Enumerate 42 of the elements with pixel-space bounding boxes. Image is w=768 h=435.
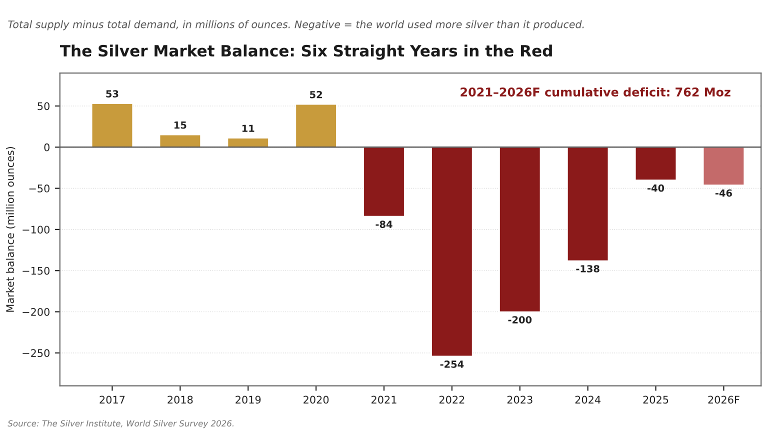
data-label: 15 [174, 122, 186, 129]
data-label: 11 [242, 124, 254, 132]
y-tick-label: −250 [22, 349, 50, 358]
x-tick-label: 2020 [304, 396, 329, 404]
x-tick-label: 2024 [575, 396, 600, 404]
y-axis-title: Market balance (million ounces) [6, 147, 16, 312]
bar [227, 138, 269, 148]
data-label: -84 [376, 220, 392, 228]
bar [159, 134, 201, 148]
bar [91, 103, 134, 148]
data-label: -200 [508, 316, 532, 324]
x-tick-label: 2022 [439, 396, 464, 404]
bar [567, 146, 609, 262]
bar [499, 146, 541, 312]
data-label: 53 [106, 90, 118, 98]
y-tick-label: 0 [44, 143, 50, 152]
x-tick-label: 2023 [507, 396, 532, 404]
x-tick-label: 2018 [168, 396, 193, 404]
x-tick-label: 2021 [372, 396, 396, 404]
data-label: -254 [440, 360, 464, 368]
y-tick-label: 50 [38, 102, 50, 110]
bar [634, 146, 677, 180]
annotation: 2021–2026F cumulative deficit: 762 Moz [460, 87, 730, 97]
source-note: Source: The Silver Institute, World Silver Survey 2026. [8, 420, 234, 428]
data-label: 52 [310, 90, 322, 98]
chart-subtitle: Total supply minus total demand, in millions of ounces. Negative = the world used more silver than it produced. [8, 20, 584, 30]
x-tick-label: 2019 [236, 396, 261, 404]
bar [295, 104, 337, 148]
x-tick-label: 2026F [708, 396, 740, 404]
data-label: -46 [715, 189, 732, 197]
bar [363, 146, 405, 217]
x-tick-label: 2025 [643, 396, 668, 404]
y-tick-label: −200 [22, 308, 50, 316]
y-tick-label: −50 [29, 184, 50, 192]
x-tick-label: 2017 [100, 396, 125, 404]
y-tick-label: −150 [22, 266, 50, 275]
bar [431, 146, 473, 357]
data-label: -40 [648, 184, 664, 192]
bar [702, 146, 745, 186]
data-label: -138 [576, 265, 600, 272]
y-tick-label: −100 [22, 226, 50, 234]
chart-title: The Silver Market Balance: Six Straight Years in the Red [60, 44, 552, 60]
